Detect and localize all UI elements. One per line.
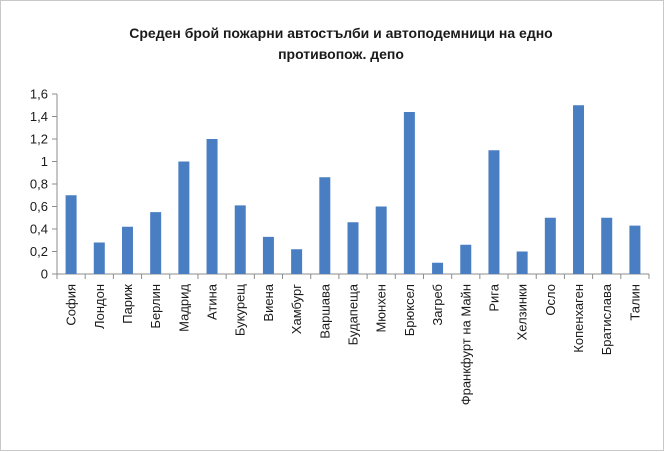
x-tick-label: Париж xyxy=(120,284,135,324)
x-tick-label: София xyxy=(64,284,79,326)
bar xyxy=(375,206,387,274)
x-tick-label: Виена xyxy=(261,283,276,321)
x-tick-label: Хелзинки xyxy=(515,284,530,340)
x-tick-label: Будапеща xyxy=(346,283,361,345)
x-tick-label: Рига xyxy=(486,283,501,311)
bar xyxy=(93,242,105,274)
y-tick-label: 0,4 xyxy=(30,222,48,237)
bar xyxy=(601,217,613,274)
y-tick-label: 1,6 xyxy=(30,87,48,102)
x-tick-label: Брюксел xyxy=(402,284,417,336)
bar xyxy=(262,236,274,274)
x-tick-label: Талин xyxy=(627,284,642,321)
x-tick-label: Франкфурт на Майн xyxy=(458,284,473,405)
x-tick-label: Хамбург xyxy=(289,284,304,334)
y-tick-label: 0,8 xyxy=(30,177,48,192)
x-tick-label: Загреб xyxy=(430,284,445,326)
y-tick-label: 0,2 xyxy=(30,244,48,259)
x-tick-label: Букурещ xyxy=(233,284,248,336)
bar xyxy=(573,105,585,274)
x-tick-label: Братислава xyxy=(599,283,614,355)
bar xyxy=(403,112,415,274)
bar xyxy=(319,177,331,274)
x-tick-label: Осло xyxy=(543,284,558,316)
bar xyxy=(488,150,500,274)
y-tick-label: 1,2 xyxy=(30,132,48,147)
bar xyxy=(460,244,472,274)
bar xyxy=(65,195,77,274)
bar xyxy=(150,212,162,274)
chart-title: Среден брой пожарни автостълби и автопод… xyxy=(61,23,621,65)
bar xyxy=(121,226,133,274)
bar xyxy=(291,249,303,274)
y-tick-label: 1,4 xyxy=(30,109,48,124)
bar xyxy=(234,205,246,274)
bar xyxy=(178,161,190,274)
bar xyxy=(432,262,444,274)
bar xyxy=(516,251,528,274)
bar xyxy=(206,139,218,274)
x-tick-label: Берлин xyxy=(148,284,163,329)
chart-title-line-1: Среден брой пожарни автостълби и автопод… xyxy=(129,25,553,41)
y-tick-label: 0,6 xyxy=(30,199,48,214)
y-tick-label: 1 xyxy=(41,154,48,169)
x-tick-label: Лондон xyxy=(92,284,107,329)
x-tick-label: Мюнхен xyxy=(374,284,389,333)
y-tick-label: 0 xyxy=(41,267,48,282)
x-tick-label: Мадрид xyxy=(176,284,191,332)
bar xyxy=(347,222,359,274)
bar xyxy=(544,217,556,274)
x-tick-label: Атина xyxy=(205,283,220,320)
x-tick-label: Копенхаген xyxy=(571,284,586,353)
bar xyxy=(629,225,641,274)
chart-title-line-2: противопож. депо xyxy=(278,46,404,62)
x-tick-label: Варшава xyxy=(317,283,332,339)
